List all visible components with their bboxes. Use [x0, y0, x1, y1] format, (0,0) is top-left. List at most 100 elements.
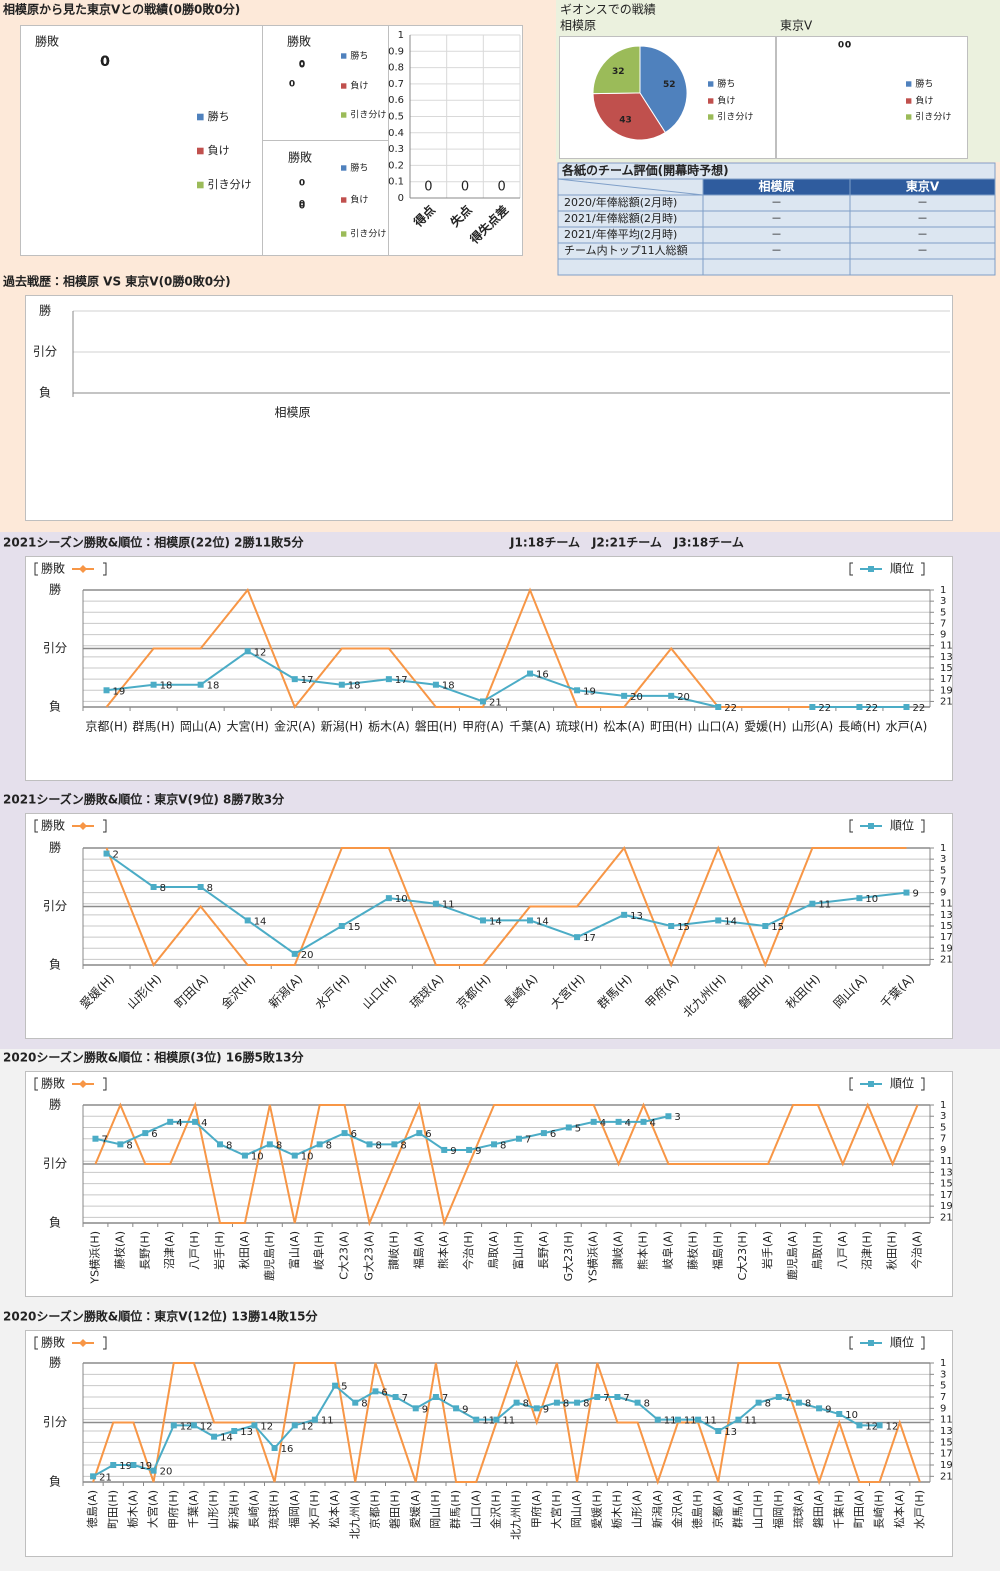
data-label: 6 [151, 1129, 157, 1140]
data-label: 0 [838, 41, 844, 51]
chart-title: 2020シーズン勝敗&順位：東京V(12位) 13勝14敗15分 [3, 1309, 318, 1324]
x-tick-label: 栃木(H) [609, 1490, 623, 1529]
y-tick-label: 引分 [43, 1415, 67, 1429]
x-tick-label: 水戸(A) [886, 720, 928, 734]
marker [244, 917, 251, 924]
panel-frame [776, 36, 968, 159]
data-label: 0 [289, 80, 295, 90]
x-tick-label: 山口(A) [697, 720, 739, 734]
y2-tick-label: 9 [940, 1145, 946, 1156]
data-label: 8 [160, 883, 166, 894]
legend-swatch [906, 81, 912, 87]
data-label: 20 [677, 692, 690, 703]
data-label: 14 [254, 916, 267, 927]
legend-label: 負け [717, 95, 735, 107]
team-table: 各紙のチーム評価(開幕時予想) 相模原 東京V 2020/年俸総額(2月時) － － 202… [557, 162, 996, 276]
x-tick-label: 鳥取(H) [810, 1231, 824, 1270]
data-label: 16 [281, 1444, 294, 1455]
y-tick-label: 引分 [43, 899, 67, 913]
marker [366, 1141, 373, 1148]
data-label: 13 [240, 1427, 253, 1438]
data-label: 5 [341, 1382, 347, 1393]
marker [621, 692, 628, 699]
marker [876, 1422, 883, 1429]
x-tick-label: 岡山(A) [570, 1490, 583, 1528]
legend-label: 順位 [890, 1077, 914, 1091]
y2-tick-label: 13 [940, 910, 953, 921]
x-tick-label: 金沢(A) [670, 1490, 684, 1528]
legend-bracket [849, 819, 853, 833]
data-label: 8 [500, 1140, 506, 1151]
data-label: 12 [886, 1421, 899, 1432]
x-tick-label: 福岡(A) [287, 1490, 301, 1528]
y2-tick-label: 7 [940, 876, 946, 887]
y-tick-label: 0.8 [388, 63, 404, 74]
y-tick-label: 0.6 [388, 95, 404, 106]
y2-tick-label: 15 [940, 921, 953, 932]
series-line [105, 852, 907, 956]
legend-label: 引き分け [915, 112, 951, 123]
data-label: 0 [299, 179, 305, 189]
x-tick-label: 鹿児島(A) [785, 1231, 799, 1280]
x-tick-label: C大23(A) [337, 1231, 351, 1280]
data-label: 8 [563, 1399, 569, 1410]
x-tick-label: 鳥取(A) [486, 1231, 500, 1269]
legend-label: 引き分け [208, 177, 252, 191]
legend-bracket [103, 1336, 107, 1350]
marker [527, 670, 534, 677]
marker [372, 1388, 379, 1395]
x-tick-label: 福岡(H) [771, 1490, 785, 1529]
y-tick-label: 勝 [49, 582, 61, 597]
x-tick-label: 岡山(H) [429, 1490, 442, 1529]
legend-label: 負け [350, 194, 368, 206]
x-tick-label: 群馬(A) [730, 1490, 744, 1528]
data-label: 12 [865, 1421, 878, 1432]
legend-bracket [34, 562, 38, 576]
x-tick-label: 北九州(A) [348, 1490, 361, 1539]
pie-slice [592, 45, 641, 95]
legend-label: 勝ち [208, 109, 230, 123]
y2-tick-label: 7 [940, 618, 946, 629]
legend-swatch [197, 113, 204, 121]
table-cell [557, 258, 704, 276]
legend-bracket [34, 1336, 38, 1350]
data-label: 7 [603, 1393, 609, 1404]
marker [715, 1428, 722, 1434]
y2-tick-label: 9 [940, 1403, 946, 1414]
data-label: 18 [348, 681, 361, 692]
x-tick-label: 甲府(A) [530, 1490, 543, 1528]
marker [856, 1422, 863, 1429]
legend-label: 勝敗 [41, 1335, 65, 1350]
marker [695, 1416, 702, 1423]
data-label: 32 [612, 67, 625, 77]
marker [654, 1416, 661, 1423]
chart-title: 過去戦歴：相模原 VS 東京V(0勝0敗0分) [3, 274, 231, 289]
chart-title: 2020シーズン勝敗&順位：相模原(3位) 16勝5敗13分 [3, 1050, 305, 1065]
data-label: 8 [765, 1399, 771, 1410]
marker [217, 1141, 224, 1148]
pie-title: 勝敗 [287, 34, 311, 49]
data-label: 16 [536, 670, 549, 681]
data-label: 0 [461, 180, 469, 195]
y2-tick-label: 13 [940, 1167, 953, 1178]
y-tick-label: 負 [49, 700, 61, 714]
x-tick-label: 愛媛(H) [590, 1490, 603, 1529]
x-tick-label: G大23(H) [561, 1231, 575, 1281]
y-tick-label: 0.1 [388, 177, 404, 188]
marker [515, 1135, 522, 1142]
x-tick-label: 栃木(A) [368, 720, 410, 734]
marker [291, 1152, 298, 1159]
marker [634, 1399, 641, 1406]
marker [167, 1118, 174, 1125]
y2-tick-label: 1 [940, 585, 946, 596]
data-label: 8 [226, 1140, 232, 1151]
x-tick-label: 金沢(A) [274, 720, 316, 734]
legend-bracket [921, 819, 925, 833]
data-label: 0 [299, 61, 305, 71]
data-label: 11 [664, 1416, 677, 1427]
marker [291, 676, 298, 683]
marker [197, 884, 204, 890]
marker [856, 895, 863, 902]
data-label: 10 [865, 894, 878, 905]
